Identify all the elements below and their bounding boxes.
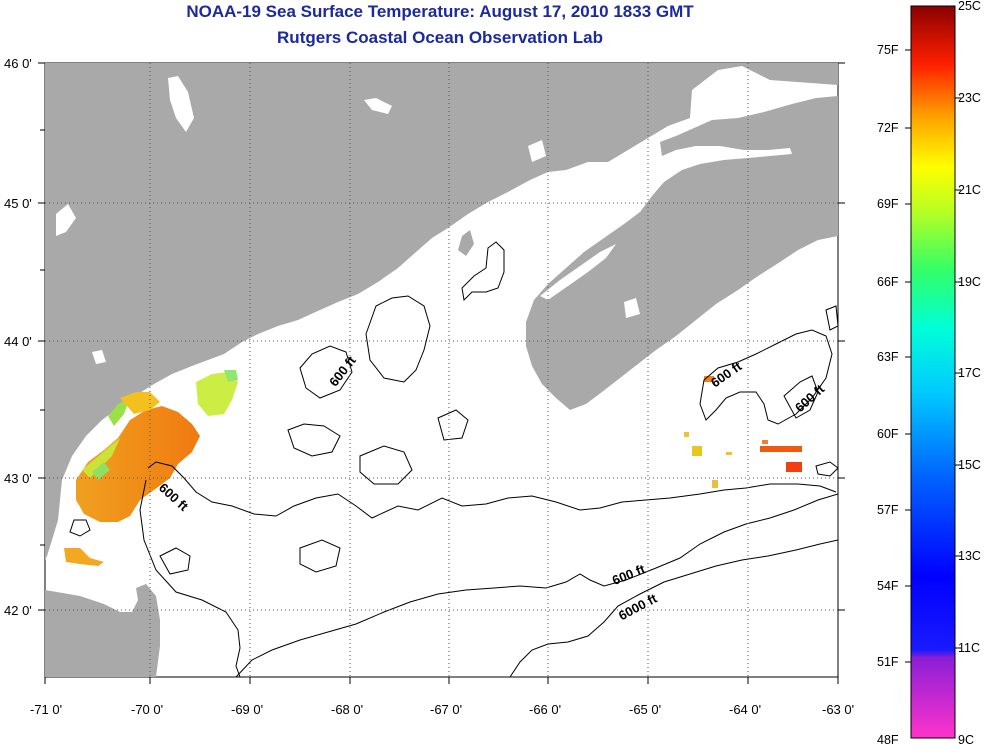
land-cape-cod	[45, 584, 160, 677]
lake	[528, 140, 546, 162]
colorbar-f-label: 69F	[877, 197, 899, 211]
lat-label: 42 0'	[4, 603, 32, 618]
graticule	[45, 63, 838, 677]
colorbar-c-label: 23C	[958, 91, 981, 105]
colorbar-f-label: 75F	[877, 43, 899, 57]
lat-label: 45 0'	[4, 196, 32, 211]
lon-label: -68 0'	[331, 702, 364, 717]
colorbar-c-label: 15C	[958, 458, 981, 472]
colorbar-ticks	[905, 49, 961, 663]
map-subtitle: Rutgers Coastal Ocean Observation Lab	[277, 28, 603, 47]
sst-data	[64, 370, 802, 566]
lon-label: -66 0'	[529, 702, 562, 717]
lat-label: 44 0'	[4, 334, 32, 349]
colorbar-f-label: 48F	[877, 733, 899, 747]
colorbar-f-label: 54F	[877, 579, 899, 593]
lon-label: -67 0'	[430, 702, 463, 717]
lake	[624, 298, 640, 318]
colorbar-c-label: 17C	[958, 366, 981, 380]
land-maine-newbrunswick	[45, 63, 838, 560]
lake	[92, 350, 106, 364]
colorbar-c-label: 21C	[958, 183, 981, 197]
lon-label: -63 0'	[822, 702, 855, 717]
colorbar-f-label: 66F	[877, 275, 899, 289]
lat-label: 43 0'	[4, 471, 32, 486]
colorbar-c-label: 25C	[958, 0, 981, 13]
axis-ticks	[38, 62, 845, 684]
colorbar-c-label: 19C	[958, 275, 981, 289]
colorbar-f-label: 57F	[877, 503, 899, 517]
lon-label: -69 0'	[231, 702, 264, 717]
colorbar-c-label: 13C	[958, 549, 981, 563]
land-minas-shore	[540, 244, 616, 300]
colorbar-c-label: 9C	[958, 733, 974, 747]
land-grand-manan	[458, 230, 474, 256]
colorbar-f-label: 72F	[877, 121, 899, 135]
colorbar-f-label: 63F	[877, 350, 899, 364]
lon-label: -65 0'	[629, 702, 662, 717]
lon-label: -71 0'	[30, 702, 63, 717]
lon-label: -64 0'	[729, 702, 762, 717]
lake	[56, 204, 76, 236]
lon-label: -70 0'	[131, 702, 164, 717]
colorbar-f-label: 51F	[877, 655, 899, 669]
depth-contours	[69, 241, 838, 677]
land-nova-scotia	[526, 96, 838, 410]
lake	[364, 98, 392, 114]
colorbar-c-label: 11C	[958, 641, 981, 655]
colorbar-f-label: 60F	[877, 427, 899, 441]
map-title: NOAA-19 Sea Surface Temperature: August …	[186, 2, 694, 21]
lake	[168, 76, 194, 132]
colorbar	[910, 5, 956, 739]
lat-label: 46 0'	[4, 56, 32, 71]
